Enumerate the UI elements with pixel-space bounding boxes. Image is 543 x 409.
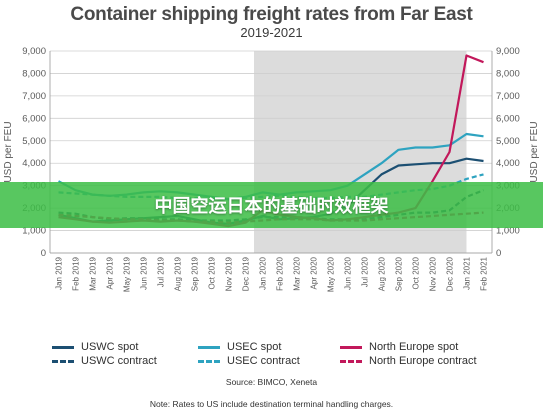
legend-swatch: [198, 359, 220, 363]
legend-item-uswc-contract: USWC contract: [52, 355, 157, 367]
legend-swatch: [52, 345, 74, 349]
footnote: Note: Rates to US include destination te…: [149, 399, 394, 409]
overlay-banner: 中国空运日本的基础时效框架: [0, 182, 543, 228]
x-tick-label: Jul 2019: [157, 256, 166, 287]
x-tick-label: Dec 2020: [446, 256, 455, 291]
x-tick-label: Feb 2020: [276, 256, 285, 290]
x-tick-label: Sep 2020: [395, 256, 404, 291]
legend-swatch: [198, 345, 220, 349]
x-tick-label: Jun 2019: [140, 256, 149, 289]
x-tick-label: Mar 2019: [89, 256, 98, 290]
legend-label: USEC spot: [227, 341, 282, 353]
legend-label: USWC spot: [81, 341, 139, 353]
legend-swatch: [340, 359, 362, 363]
x-tick-label: Feb 2021: [480, 256, 489, 290]
x-tick-label: Jan 2021: [463, 256, 472, 289]
y-tick-label-right: 9,000: [496, 46, 520, 57]
x-tick-label: Jul 2020: [361, 256, 370, 287]
y-tick-label-right: 6,000: [496, 113, 520, 124]
legend-swatch: [52, 359, 74, 363]
x-tick-label: Oct 2019: [208, 256, 217, 289]
legend-label: USWC contract: [81, 355, 157, 367]
y-tick-label-left: 0: [41, 248, 46, 259]
y-tick-label-left: 5,000: [22, 136, 46, 147]
x-tick-label: Sep 2019: [191, 256, 200, 291]
y-tick-label-left: 9,000: [22, 46, 46, 57]
x-tick-label: Oct 2020: [412, 256, 421, 289]
x-tick-label: Jan 2020: [259, 256, 268, 289]
x-tick-label: Apr 2019: [106, 256, 115, 289]
y-tick-label-left: 6,000: [22, 113, 46, 124]
legend-label: North Europe spot: [369, 341, 459, 353]
x-tick-label: Jun 2020: [344, 256, 353, 289]
legend-item-north-europe-contract: North Europe contract: [340, 355, 477, 367]
legend-item-uswc-spot: USWC spot: [52, 341, 138, 353]
legend-item-usec-spot: USEC spot: [198, 341, 281, 353]
x-tick-label: Nov 2019: [225, 256, 234, 291]
x-tick-label: Apr 2020: [310, 256, 319, 289]
y-tick-label-right: 5,000: [496, 136, 520, 147]
y-tick-label-right: 7,000: [496, 91, 520, 102]
x-tick-label: Nov 2020: [429, 256, 438, 291]
y-tick-label-right: 0: [496, 248, 501, 259]
x-tick-label: Mar 2020: [293, 256, 302, 290]
x-tick-label: Feb 2019: [72, 256, 81, 290]
source-note: Source: BIMCO, Xeneta: [225, 377, 318, 387]
legend-label: North Europe contract: [369, 355, 477, 367]
y-tick-label-right: 8,000: [496, 68, 520, 79]
y-tick-label-left: 7,000: [22, 91, 46, 102]
legend-item-usec-contract: USEC contract: [198, 355, 300, 367]
x-tick-label: Aug 2019: [174, 256, 183, 291]
x-tick-label: May 2020: [327, 256, 336, 292]
y-tick-label-left: 4,000: [22, 158, 46, 169]
chart-subtitle: 2019-2021: [240, 25, 303, 40]
legend-item-north-europe-spot: North Europe spot: [340, 341, 458, 353]
x-tick-label: Aug 2020: [378, 256, 387, 291]
x-tick-label: Jan 2019: [55, 256, 64, 289]
x-tick-label: May 2019: [123, 256, 132, 292]
x-tick-label: Dec 2019: [242, 256, 251, 291]
chart-title: Container shipping freight rates from Fa…: [70, 4, 473, 25]
y-tick-label-right: 1,000: [496, 226, 520, 237]
legend-label: USEC contract: [227, 355, 300, 367]
y-axis-label-right: USD per FEU: [529, 121, 540, 182]
y-tick-label-left: 8,000: [22, 68, 46, 79]
y-tick-label-right: 4,000: [496, 158, 520, 169]
legend-swatch: [340, 345, 362, 349]
y-axis-label-left: USD per FEU: [3, 121, 14, 182]
y-tick-label-left: 1,000: [22, 226, 46, 237]
